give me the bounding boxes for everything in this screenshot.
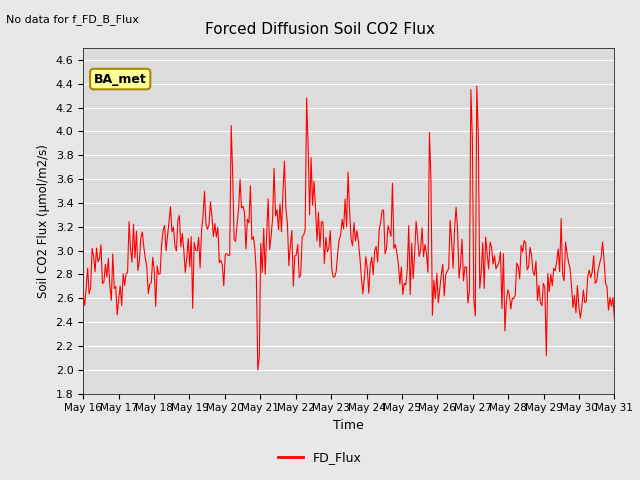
Text: Forced Diffusion Soil CO2 Flux: Forced Diffusion Soil CO2 Flux <box>205 22 435 36</box>
Y-axis label: Soil CO2 Flux (μmol/m2/s): Soil CO2 Flux (μmol/m2/s) <box>37 144 50 298</box>
Text: No data for f_FD_B_Flux: No data for f_FD_B_Flux <box>6 14 140 25</box>
Text: BA_met: BA_met <box>94 72 147 85</box>
Legend: FD_Flux: FD_Flux <box>273 446 367 469</box>
X-axis label: Time: Time <box>333 419 364 432</box>
